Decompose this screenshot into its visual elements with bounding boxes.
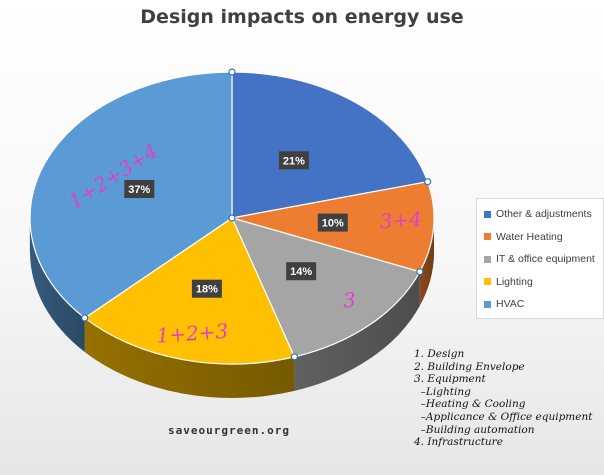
data-label-group-3: 14%: [286, 262, 317, 281]
note-line-6: –Applicance & Office equipment: [414, 410, 593, 423]
selection-handle-3[interactable]: [416, 268, 424, 276]
pie-side-shade-4: [84, 317, 295, 398]
note-line-7: –Building automation: [414, 423, 535, 436]
data-label-5: 37%: [128, 184, 150, 196]
pie-side-layer: [29, 218, 434, 398]
note-line-4: –Lighting: [414, 385, 471, 398]
selection-handle-center[interactable]: [228, 214, 236, 222]
selection-handles: [81, 68, 432, 361]
legend-swatch-4: [484, 278, 491, 286]
pie-slice-4[interactable]: [83, 217, 296, 365]
legend-label-2: Water Heating: [496, 230, 563, 243]
note-line-1: 1. Design: [414, 348, 465, 360]
legend-label-3: IT & office equipment: [496, 253, 595, 266]
legend: Other & adjustments Water Heating IT & off…: [476, 198, 604, 319]
design-notes: 1. Design 2. Building Envelope 3. Equipmen…: [414, 348, 592, 449]
pie-top-layer: [29, 71, 435, 365]
legend-item-4: Lighting: [477, 271, 603, 294]
data-label-layer: 21% 10% 14% 18% 37%: [124, 151, 348, 298]
legend-swatch-3: [484, 255, 491, 263]
legend-item-2: Water Heating: [477, 226, 603, 249]
watermark: saveourgreen.org: [168, 424, 290, 437]
legend-label-1: Other & adjustments: [496, 208, 592, 221]
note-line-2: 2. Building Envelope: [414, 360, 525, 373]
annotation-4: 1+2+3: [156, 319, 229, 348]
data-label-group-4: 18%: [191, 279, 222, 298]
chart-title: Design impacts on energy use: [140, 6, 464, 28]
note-line-5: –Heating & Cooling: [414, 398, 526, 411]
data-label-4: 18%: [196, 284, 218, 296]
legend-item-3: IT & office equipment: [477, 248, 603, 271]
data-label-bg-1: [278, 151, 309, 170]
selection-handle-5[interactable]: [81, 314, 89, 322]
data-label-group-5: 37%: [124, 180, 155, 199]
legend-label-5: HVAC: [496, 298, 525, 311]
data-label-1: 21%: [283, 155, 305, 167]
data-label-bg-3: [286, 262, 317, 281]
legend-swatch-1: [484, 210, 491, 218]
data-label-bg-5: [124, 180, 155, 199]
data-label-3: 14%: [290, 266, 312, 278]
pie-side-shade-2: [419, 218, 434, 306]
annotation-3: 3: [342, 288, 356, 313]
pie-side-shade-5: [30, 218, 85, 352]
selection-handle-1[interactable]: [228, 68, 236, 76]
data-label-group-1: 21%: [278, 151, 309, 170]
data-label-2: 10%: [322, 218, 344, 230]
pie-slice-1[interactable]: [231, 71, 429, 219]
data-label-group-2: 10%: [317, 213, 348, 232]
legend-item-1: Other & adjustments: [477, 203, 603, 226]
note-line-8: 4. Infrastructure: [414, 436, 503, 449]
note-line-3: 3. Equipment: [414, 373, 486, 386]
legend-item-5: HVAC: [477, 293, 603, 316]
data-label-bg-4: [191, 279, 222, 298]
selection-handle-2[interactable]: [424, 178, 432, 186]
pie-side-shade-3: [294, 271, 420, 391]
legend-label-4: Lighting: [496, 275, 533, 288]
annotation-2: 3+4: [379, 207, 423, 234]
legend-swatch-2: [484, 233, 491, 241]
data-label-bg-2: [317, 213, 348, 232]
selection-handle-4[interactable]: [290, 353, 299, 361]
legend-swatch-5: [484, 300, 491, 308]
